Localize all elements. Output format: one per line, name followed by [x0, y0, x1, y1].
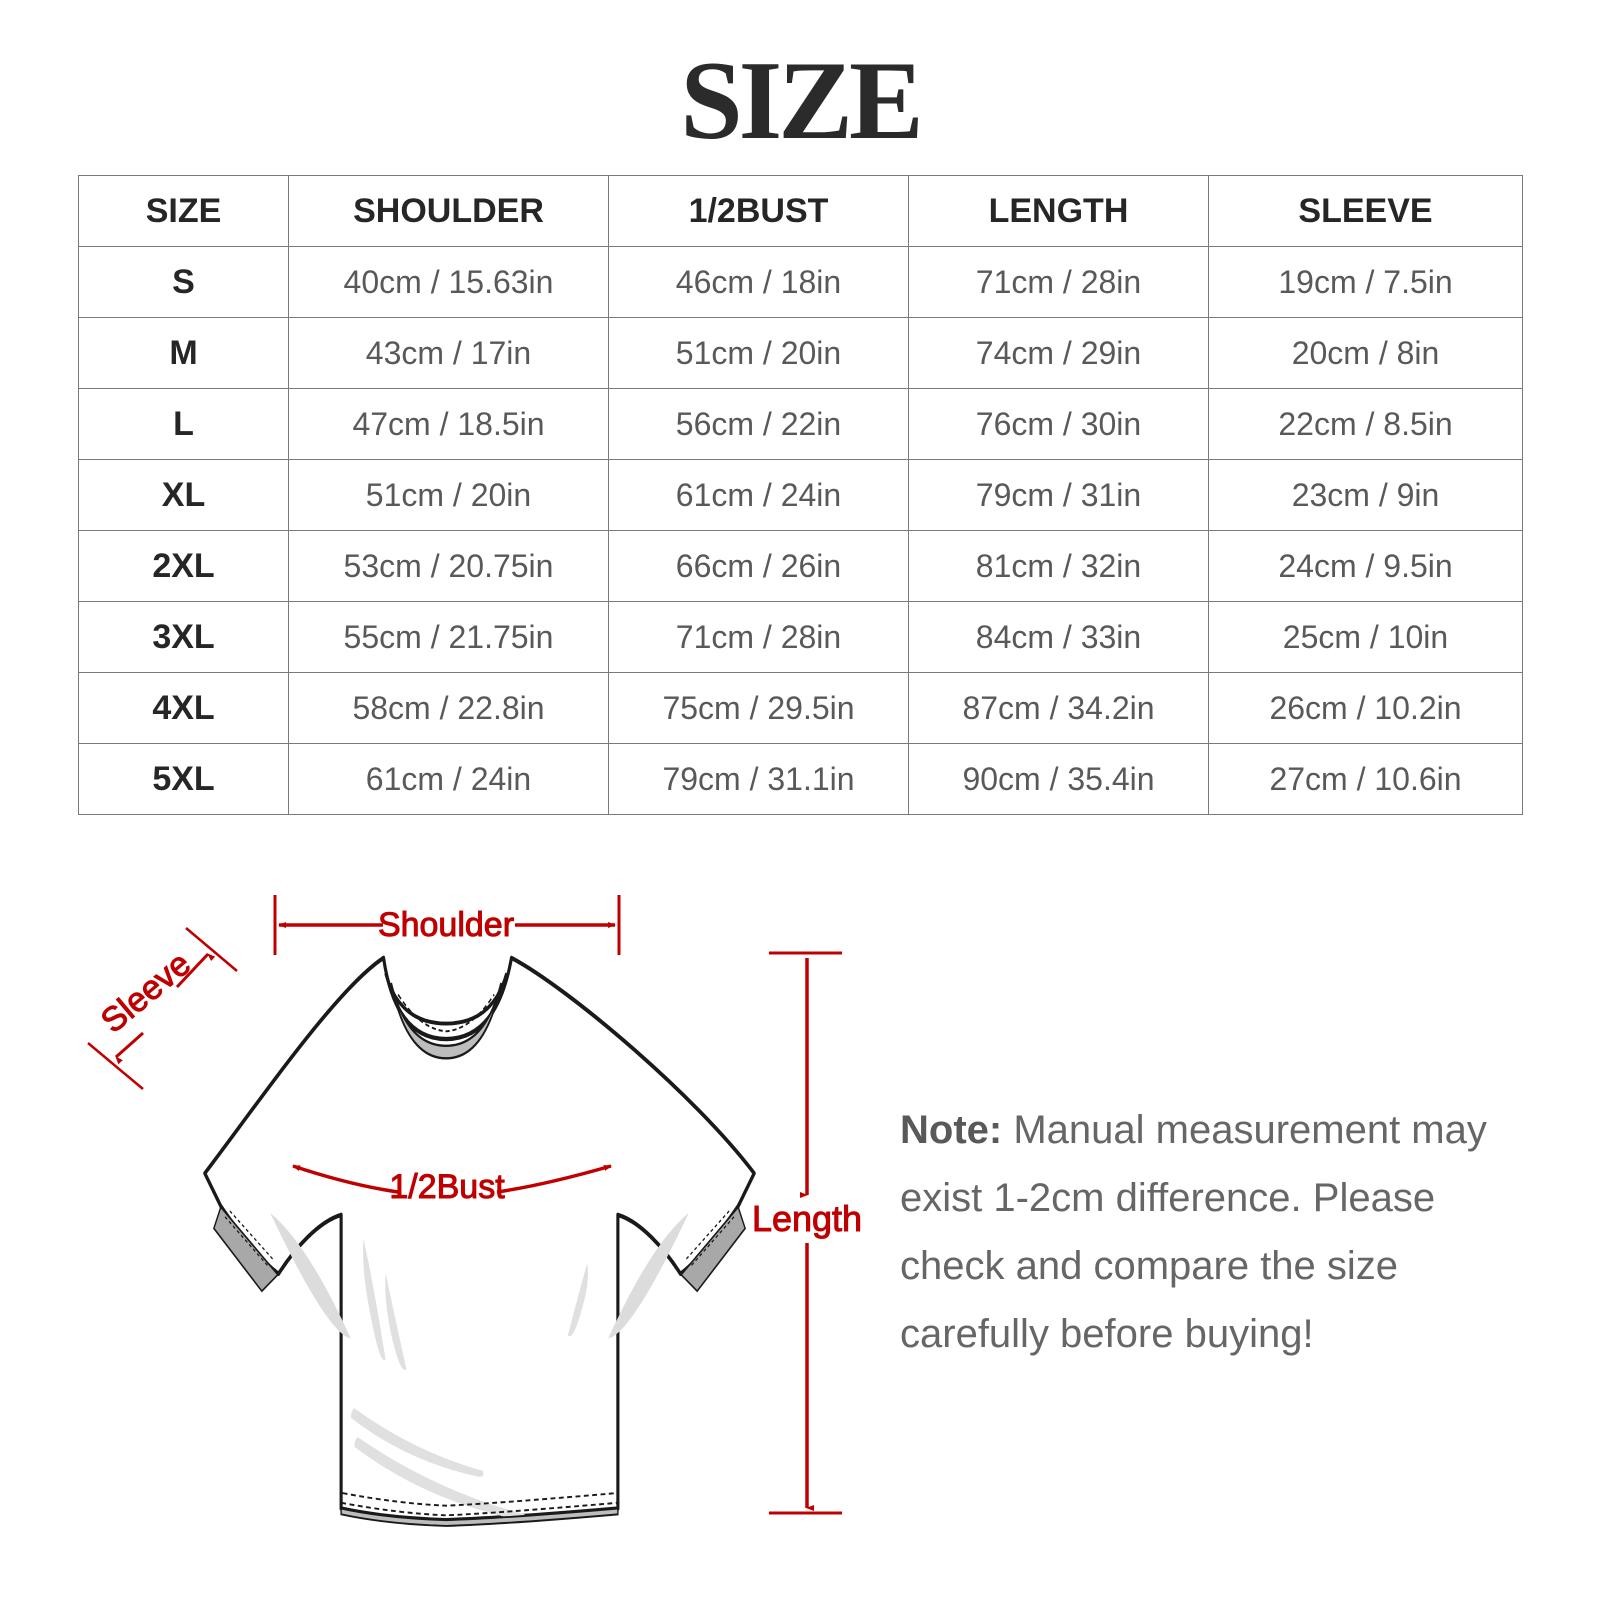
svg-text:Shoulder: Shoulder — [378, 906, 514, 944]
svg-text:1/2Bust: 1/2Bust — [389, 1168, 505, 1206]
svg-text:Length: Length — [752, 1198, 862, 1239]
svg-text:Sleeve: Sleeve — [94, 945, 198, 1041]
